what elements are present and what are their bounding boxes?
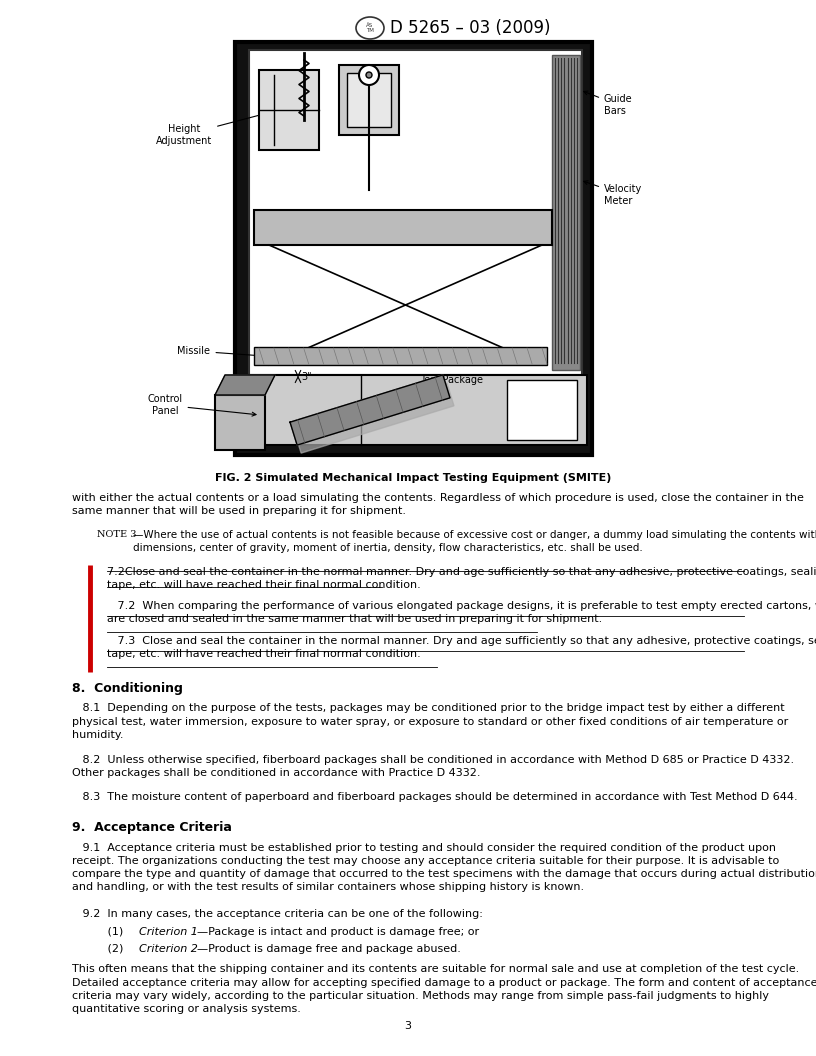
Bar xyxy=(259,70,319,150)
Text: 7.2Close and seal the container in the normal manner. Dry and age sufficiently s: 7.2Close and seal the container in the n… xyxy=(107,567,816,590)
Text: 8.1  Depending on the purpose of the tests, packages may be conditioned prior to: 8.1 Depending on the purpose of the test… xyxy=(72,703,788,740)
Polygon shape xyxy=(215,375,275,395)
Text: D 5265 – 03 (2009): D 5265 – 03 (2009) xyxy=(390,19,551,37)
Text: 9.  Acceptance Criteria: 9. Acceptance Criteria xyxy=(72,821,232,834)
Text: FIG. 2 Simulated Mechanical Impact Testing Equipment (SMITE): FIG. 2 Simulated Mechanical Impact Testi… xyxy=(215,473,612,483)
Text: 3: 3 xyxy=(405,1021,411,1031)
Text: 9.1  Acceptance criteria must be established prior to testing and should conside: 9.1 Acceptance criteria must be establis… xyxy=(72,843,816,892)
Text: 8.2  Unless otherwise specified, fiberboard packages shall be conditioned in acc: 8.2 Unless otherwise specified, fiberboa… xyxy=(72,755,794,778)
Bar xyxy=(507,380,577,440)
Text: Control
Panel: Control Panel xyxy=(148,394,256,416)
Bar xyxy=(552,55,580,370)
Bar xyxy=(254,347,547,365)
Text: Height
Adjustment: Height Adjustment xyxy=(156,110,275,146)
Text: Velocity
Meter: Velocity Meter xyxy=(583,181,642,206)
Text: NOTE 3: NOTE 3 xyxy=(97,530,136,539)
Text: 8.3  The moisture content of paperboard and fiberboard packages should be determ: 8.3 The moisture content of paperboard a… xyxy=(72,792,797,802)
Bar xyxy=(254,210,552,245)
Text: (2): (2) xyxy=(97,944,131,954)
Text: —Where the use of actual contents is not feasible because of excessive cost or d: —Where the use of actual contents is not… xyxy=(133,530,816,553)
Text: with either the actual contents or a load simulating the contents. Regardless of: with either the actual contents or a loa… xyxy=(72,493,804,516)
Text: —Product is damage free and package abused.: —Product is damage free and package abus… xyxy=(197,944,461,954)
Circle shape xyxy=(366,72,372,78)
Bar xyxy=(240,375,587,445)
Polygon shape xyxy=(294,383,454,453)
Text: Missile: Missile xyxy=(178,346,260,357)
Ellipse shape xyxy=(356,17,384,39)
Text: —Package is intact and product is damage free; or: —Package is intact and product is damage… xyxy=(197,926,479,937)
Circle shape xyxy=(359,65,379,84)
Text: Criterion 1: Criterion 1 xyxy=(139,926,197,937)
Bar xyxy=(249,50,582,375)
Bar xyxy=(347,73,391,127)
Bar xyxy=(339,65,399,135)
Text: ÄS
TM: ÄS TM xyxy=(366,23,374,33)
Text: (1): (1) xyxy=(97,926,131,937)
Text: This often means that the shipping container and its contents are suitable for n: This often means that the shipping conta… xyxy=(72,964,816,1014)
Text: 3": 3" xyxy=(301,372,312,381)
Polygon shape xyxy=(290,375,450,446)
Text: Criterion 2: Criterion 2 xyxy=(139,944,197,954)
Text: 7.3  Close and seal the container in the normal manner. Dry and age sufficiently: 7.3 Close and seal the container in the … xyxy=(107,636,816,659)
Text: 7.2  When comparing the performance of various elongated package designs, it is : 7.2 When comparing the performance of va… xyxy=(107,601,816,624)
Bar xyxy=(235,42,592,455)
Text: 8.  Conditioning: 8. Conditioning xyxy=(72,681,183,695)
Bar xyxy=(215,395,265,450)
Text: 9.2  In many cases, the acceptance criteria can be one of the following:: 9.2 In many cases, the acceptance criter… xyxy=(72,909,483,920)
Text: Test Package: Test Package xyxy=(394,375,483,403)
Text: Guide
Bars: Guide Bars xyxy=(583,91,632,116)
